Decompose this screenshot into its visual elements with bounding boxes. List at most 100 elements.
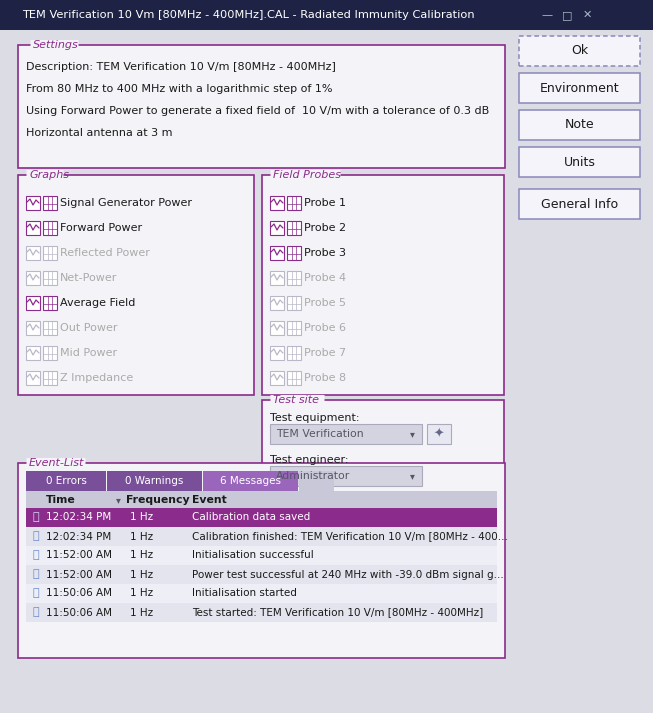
Text: 1 Hz: 1 Hz <box>130 588 153 598</box>
Text: 11:52:00 AM: 11:52:00 AM <box>46 570 112 580</box>
Text: Calibration finished: TEM Verification 10 V/m [80MHz - 400...: Calibration finished: TEM Verification 1… <box>192 531 508 541</box>
FancyBboxPatch shape <box>287 296 301 310</box>
Text: TEM Verification 10 Vm [80MHz - 400MHz].CAL - Radiated Immunity Calibration: TEM Verification 10 Vm [80MHz - 400MHz].… <box>22 10 475 20</box>
FancyBboxPatch shape <box>26 271 40 285</box>
Text: 11:50:06 AM: 11:50:06 AM <box>46 607 112 617</box>
FancyBboxPatch shape <box>43 221 57 235</box>
FancyBboxPatch shape <box>287 221 301 235</box>
FancyBboxPatch shape <box>43 346 57 360</box>
FancyBboxPatch shape <box>287 246 301 260</box>
FancyBboxPatch shape <box>519 147 640 177</box>
FancyBboxPatch shape <box>0 0 653 30</box>
Text: Calibration data saved: Calibration data saved <box>192 513 310 523</box>
Text: Note: Note <box>565 118 594 131</box>
Text: —: — <box>541 10 552 20</box>
Text: Initialisation successful: Initialisation successful <box>192 550 313 560</box>
Text: 1 Hz: 1 Hz <box>130 531 153 541</box>
Text: Probe 5: Probe 5 <box>304 298 346 308</box>
Text: 11:52:00 AM: 11:52:00 AM <box>46 550 112 560</box>
FancyBboxPatch shape <box>287 271 301 285</box>
FancyBboxPatch shape <box>287 371 301 385</box>
FancyBboxPatch shape <box>26 565 497 584</box>
Text: Probe 8: Probe 8 <box>304 373 346 383</box>
FancyBboxPatch shape <box>43 296 57 310</box>
FancyBboxPatch shape <box>519 189 640 219</box>
FancyBboxPatch shape <box>26 491 497 508</box>
Text: Test equipment:: Test equipment: <box>270 413 360 423</box>
FancyBboxPatch shape <box>270 271 284 285</box>
FancyBboxPatch shape <box>287 346 301 360</box>
Text: ⓘ: ⓘ <box>33 607 39 617</box>
Text: Net-Power: Net-Power <box>60 273 118 283</box>
Text: From 80 MHz to 400 MHz with a logarithmic step of 1%: From 80 MHz to 400 MHz with a logarithmi… <box>26 84 332 94</box>
Text: Administrator: Administrator <box>276 471 350 481</box>
Text: 11:50:06 AM: 11:50:06 AM <box>46 588 112 598</box>
Text: Reflected Power: Reflected Power <box>60 248 150 258</box>
FancyBboxPatch shape <box>270 466 422 486</box>
FancyBboxPatch shape <box>26 296 40 310</box>
Text: Ok: Ok <box>571 44 588 58</box>
Text: Out Power: Out Power <box>60 323 118 333</box>
FancyBboxPatch shape <box>26 508 497 527</box>
FancyBboxPatch shape <box>519 73 640 103</box>
Text: 1 Hz: 1 Hz <box>130 570 153 580</box>
FancyBboxPatch shape <box>270 371 284 385</box>
Text: 6 Messages: 6 Messages <box>220 476 281 486</box>
Text: Frequency: Frequency <box>126 495 189 505</box>
Text: 1 Hz: 1 Hz <box>130 607 153 617</box>
Text: Field Probes: Field Probes <box>273 170 341 180</box>
Text: ▾: ▾ <box>116 495 120 505</box>
FancyBboxPatch shape <box>203 471 298 491</box>
Text: Probe 1: Probe 1 <box>304 198 346 208</box>
Text: Time: Time <box>46 495 76 505</box>
Text: 1 Hz: 1 Hz <box>130 550 153 560</box>
FancyBboxPatch shape <box>26 371 40 385</box>
Text: Probe 6: Probe 6 <box>304 323 346 333</box>
Text: ✕: ✕ <box>582 10 592 20</box>
Text: Power test successful at 240 MHz with -39.0 dBm signal g...: Power test successful at 240 MHz with -3… <box>192 570 503 580</box>
Text: 0 Warnings: 0 Warnings <box>125 476 183 486</box>
Text: ⓘ: ⓘ <box>33 531 39 541</box>
Text: Settings: Settings <box>33 40 79 50</box>
FancyBboxPatch shape <box>270 346 284 360</box>
FancyBboxPatch shape <box>299 471 334 491</box>
Text: Using Forward Power to generate a fixed field of  10 V/m with a tolerance of 0.3: Using Forward Power to generate a fixed … <box>26 106 489 116</box>
Text: ⓘ: ⓘ <box>33 513 39 523</box>
FancyBboxPatch shape <box>287 321 301 335</box>
Text: Graphs: Graphs <box>29 170 69 180</box>
Text: ⓘ: ⓘ <box>33 588 39 598</box>
Text: Test site: Test site <box>273 395 319 405</box>
Text: Event: Event <box>192 495 227 505</box>
Text: Signal Generator Power: Signal Generator Power <box>60 198 192 208</box>
FancyBboxPatch shape <box>26 584 497 603</box>
FancyBboxPatch shape <box>427 424 451 444</box>
Text: TEM Verification: TEM Verification <box>276 429 364 439</box>
FancyBboxPatch shape <box>26 196 40 210</box>
FancyBboxPatch shape <box>270 196 284 210</box>
Text: □: □ <box>562 10 572 20</box>
Text: Horizontal antenna at 3 m: Horizontal antenna at 3 m <box>26 128 172 138</box>
Text: Probe 7: Probe 7 <box>304 348 346 358</box>
FancyBboxPatch shape <box>26 471 106 491</box>
Text: Mid Power: Mid Power <box>60 348 117 358</box>
FancyBboxPatch shape <box>26 246 40 260</box>
Text: Event-List: Event-List <box>29 458 84 468</box>
FancyBboxPatch shape <box>107 471 202 491</box>
Text: 1 Hz: 1 Hz <box>130 513 153 523</box>
FancyBboxPatch shape <box>287 196 301 210</box>
FancyBboxPatch shape <box>43 246 57 260</box>
Text: Units: Units <box>564 155 596 168</box>
Text: Probe 3: Probe 3 <box>304 248 346 258</box>
FancyBboxPatch shape <box>0 30 653 713</box>
Text: 0 Errors: 0 Errors <box>46 476 86 486</box>
FancyBboxPatch shape <box>519 36 640 66</box>
Text: Description: TEM Verification 10 V/m [80MHz - 400MHz]: Description: TEM Verification 10 V/m [80… <box>26 62 336 72</box>
Text: ⓘ: ⓘ <box>33 550 39 560</box>
FancyBboxPatch shape <box>26 221 40 235</box>
Text: Probe 4: Probe 4 <box>304 273 346 283</box>
FancyBboxPatch shape <box>262 400 504 508</box>
FancyBboxPatch shape <box>270 296 284 310</box>
Text: 12:02:34 PM: 12:02:34 PM <box>46 513 111 523</box>
FancyBboxPatch shape <box>18 175 254 395</box>
Text: Forward Power: Forward Power <box>60 223 142 233</box>
